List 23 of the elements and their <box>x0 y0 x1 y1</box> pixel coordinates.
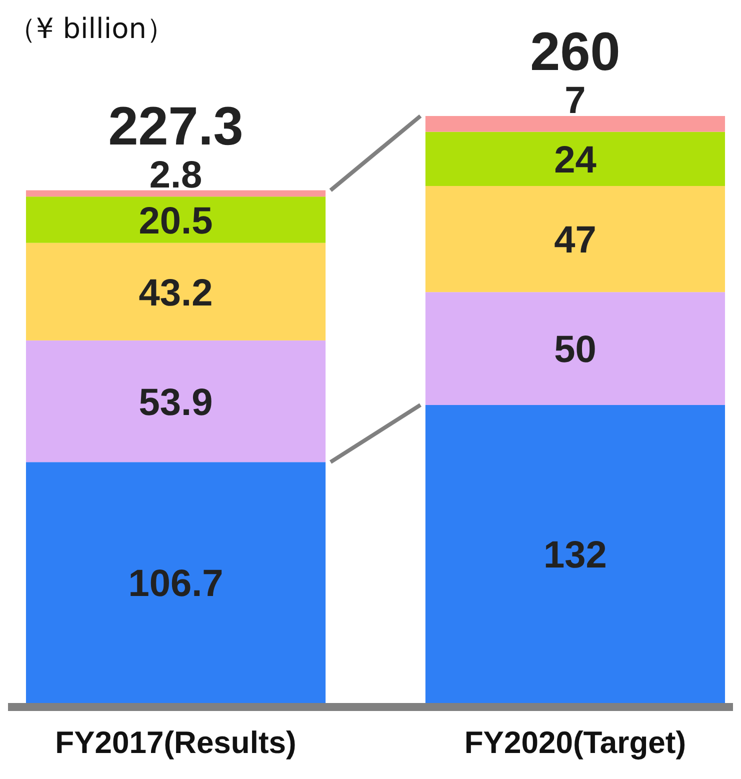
x-tick-label: FY2017(Results) <box>55 725 296 760</box>
bar <box>26 242 326 340</box>
text: （¥ billion） <box>8 12 174 45</box>
data-label: 50 <box>554 329 596 372</box>
data-label: 53.9 <box>138 382 213 424</box>
data-label: 7 <box>564 80 586 122</box>
data-label: 2.8 <box>149 154 202 196</box>
x-tick-label: FY2020(Target) <box>464 725 686 760</box>
data-label: 43.2 <box>138 272 213 314</box>
data-label: 132 <box>544 534 607 577</box>
data-label: 47 <box>554 220 596 262</box>
data-label: 24 <box>554 140 596 182</box>
bar <box>26 196 326 243</box>
bar <box>26 190 326 197</box>
data-label: 20.5 <box>138 200 213 242</box>
bar <box>425 186 726 292</box>
bar <box>26 340 326 462</box>
bar <box>425 292 726 405</box>
bar <box>425 132 726 186</box>
data-label: 106.7 <box>128 563 224 606</box>
total-label: 227.3 <box>108 96 244 156</box>
total-label: 260 <box>530 22 620 82</box>
bar <box>425 116 726 132</box>
